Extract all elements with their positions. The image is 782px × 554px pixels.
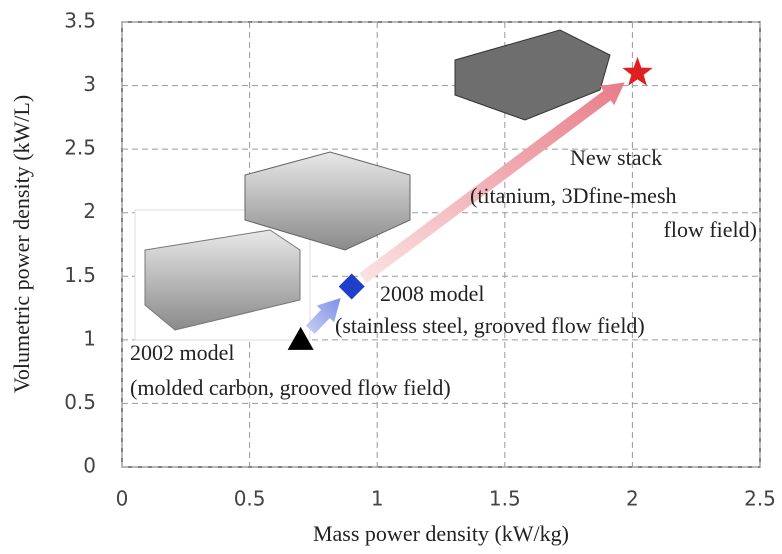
y-tick-label: 0.5 — [64, 390, 96, 414]
x-tick-label: 2 — [626, 487, 639, 511]
point-description: (molded carbon, grooved flow field) — [130, 375, 451, 400]
data-point — [287, 326, 314, 350]
x-axis-title: Mass power density (kW/kg) — [313, 521, 569, 546]
data-point — [622, 56, 653, 86]
marks — [287, 56, 653, 350]
x-tick-label: 2.5 — [744, 487, 776, 511]
x-tick-label: 0 — [116, 487, 129, 511]
y-tick-label: 3 — [83, 72, 96, 96]
x-tick-label: 1 — [371, 487, 384, 511]
stack-photos — [134, 29, 611, 341]
y-tick-label: 1 — [83, 326, 96, 350]
point-label: 2002 model — [130, 340, 235, 365]
y-tick-label: 2.5 — [64, 136, 96, 160]
y-tick-label: 3.5 — [64, 9, 96, 33]
x-tick-label: 0.5 — [234, 487, 266, 511]
point-description: (titanium, 3Dfine-mesh — [470, 183, 677, 208]
arrow — [359, 82, 625, 283]
stack-2002 — [144, 229, 301, 331]
stack-2008 — [244, 151, 411, 251]
point-label: New stack — [570, 145, 662, 170]
point-label: 2008 model — [380, 281, 485, 306]
point-description: (stainless steel, grooved flow field) — [335, 313, 645, 338]
arrows — [305, 82, 625, 334]
y-tick-label: 1.5 — [64, 263, 96, 287]
y-axis-title: Volumetric power density (kW/L) — [9, 95, 34, 393]
data-point — [338, 273, 365, 300]
x-tick-label: 1.5 — [489, 487, 521, 511]
point-description: flow field) — [664, 217, 757, 242]
y-tick-label: 0 — [83, 454, 96, 478]
arrow — [305, 298, 341, 334]
stack-new — [454, 29, 611, 121]
y-tick-label: 2 — [83, 199, 96, 223]
